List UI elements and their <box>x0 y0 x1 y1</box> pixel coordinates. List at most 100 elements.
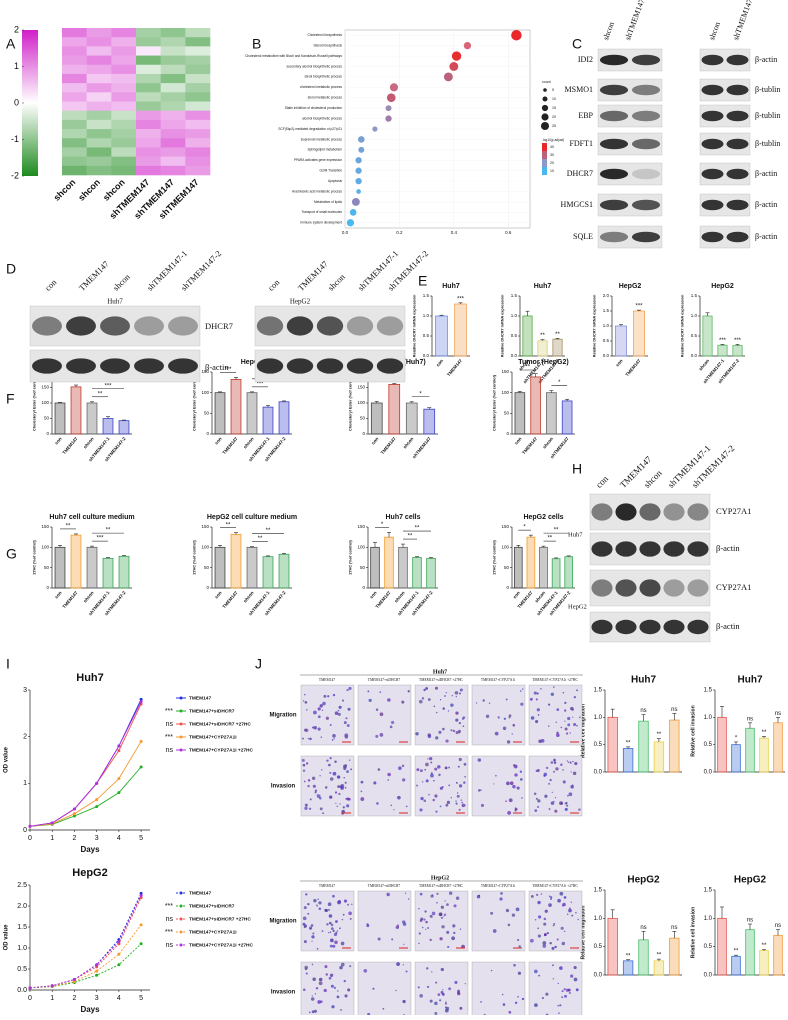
cell-stain <box>304 806 308 810</box>
cell-stain <box>323 988 327 993</box>
color-legend-swatch <box>542 143 547 151</box>
cell-stain <box>331 927 334 930</box>
significance: ns <box>747 716 753 722</box>
bar <box>745 727 755 773</box>
heatmap-cell <box>86 73 112 84</box>
cell-stain <box>448 987 452 991</box>
blot-band <box>591 619 613 635</box>
cell-stain <box>573 722 577 726</box>
cell-stain <box>571 784 574 787</box>
cell-stain <box>301 758 305 762</box>
color-legend-label: 30 <box>550 153 554 157</box>
significance: ns <box>671 925 677 931</box>
legend-significance: ns <box>166 747 174 754</box>
heatmap-cell <box>136 147 161 157</box>
cell-stain <box>568 991 571 995</box>
cell-stain <box>551 946 555 950</box>
y-tick-label: 0 <box>23 827 27 834</box>
cell-stain <box>444 1006 447 1009</box>
cell-stain <box>439 937 443 941</box>
blot-band <box>134 316 164 336</box>
cell-stain <box>307 912 310 915</box>
cell-stain <box>334 760 337 763</box>
cell-stain <box>440 967 444 972</box>
group-title: Huh7 <box>433 669 447 675</box>
bar <box>717 344 728 357</box>
cell-stain <box>321 930 324 932</box>
x-tick-label: 0.6 <box>505 230 512 235</box>
cell-stain <box>556 733 560 737</box>
cell-stain <box>340 941 345 946</box>
cell-stain <box>447 710 450 712</box>
cell-stain <box>436 892 439 895</box>
cell-stain <box>455 711 459 715</box>
y-tick-label: 0.0 <box>704 770 713 776</box>
series-marker <box>117 952 121 956</box>
cell-stain <box>549 896 553 899</box>
cell-stain <box>348 759 351 761</box>
x-tick-label: 0.4 <box>451 230 458 235</box>
blot-background <box>597 193 663 217</box>
cell-stain <box>534 1003 538 1007</box>
cell-stain <box>375 734 379 738</box>
blot-background <box>699 132 751 156</box>
cell-stain <box>350 768 353 771</box>
cell-stain <box>312 784 316 788</box>
y-tick-label: 1.5 <box>594 888 603 894</box>
cell-stain <box>448 766 451 769</box>
y-tick-label: 100 <box>201 545 209 550</box>
chart-title: Huh7 <box>534 283 552 290</box>
cell-stain <box>418 699 423 704</box>
cell-stain <box>302 916 307 921</box>
cell-stain <box>488 702 491 704</box>
cell-stain <box>334 791 338 794</box>
cell-stain <box>461 717 464 720</box>
protein-label: FDFT1 <box>569 139 593 148</box>
cell-stain <box>505 698 508 701</box>
category-label: Immune system development <box>300 221 342 225</box>
row-label: Invasion <box>271 784 296 790</box>
series-marker <box>28 986 32 990</box>
x-tick-label: con <box>54 590 63 600</box>
cell-stain <box>335 802 337 804</box>
x-tick-label: shTMEM147 <box>411 436 432 460</box>
cell-stain <box>456 794 460 798</box>
cell-stain <box>520 702 524 706</box>
y-tick-label: 50 <box>44 416 50 421</box>
y-axis-label: Cholesteryl Ester (%of control) <box>192 374 196 431</box>
significance: ** <box>547 536 552 542</box>
cell-stain <box>535 719 539 724</box>
heatmap-cell <box>185 101 211 111</box>
lane-label: con <box>594 473 611 490</box>
cell-stain <box>435 810 438 813</box>
cell-stain <box>346 724 350 727</box>
cell-stain <box>544 794 548 798</box>
cell-stain <box>442 989 444 991</box>
series-marker <box>139 891 143 895</box>
cell-stain <box>444 1002 448 1005</box>
bar <box>412 557 422 589</box>
cell-stain <box>455 896 460 900</box>
heatmap-cell <box>185 64 211 75</box>
cell-stain <box>303 940 307 944</box>
cell-stain <box>541 996 545 1000</box>
y-tick-label: 0 <box>506 431 509 436</box>
y-tick-label: 150 <box>201 524 209 529</box>
bar <box>86 546 98 589</box>
protein-label: β-actin <box>716 621 740 631</box>
cell-stain <box>419 769 423 773</box>
significance: ** <box>98 391 103 397</box>
cell-stain <box>480 1000 482 1003</box>
x-tick-label: TMEM147 <box>61 436 78 455</box>
cell-stain <box>343 979 346 983</box>
blot-background <box>597 225 663 249</box>
x-tick-label: shcon <box>82 436 95 450</box>
heatmap-cell <box>62 110 87 121</box>
cell-stain <box>564 807 568 811</box>
significance: ns <box>640 708 646 714</box>
cell-stain <box>439 805 442 808</box>
blot-band <box>701 199 724 211</box>
bar <box>454 303 467 357</box>
bar <box>70 386 82 435</box>
cell-stain <box>421 926 424 929</box>
